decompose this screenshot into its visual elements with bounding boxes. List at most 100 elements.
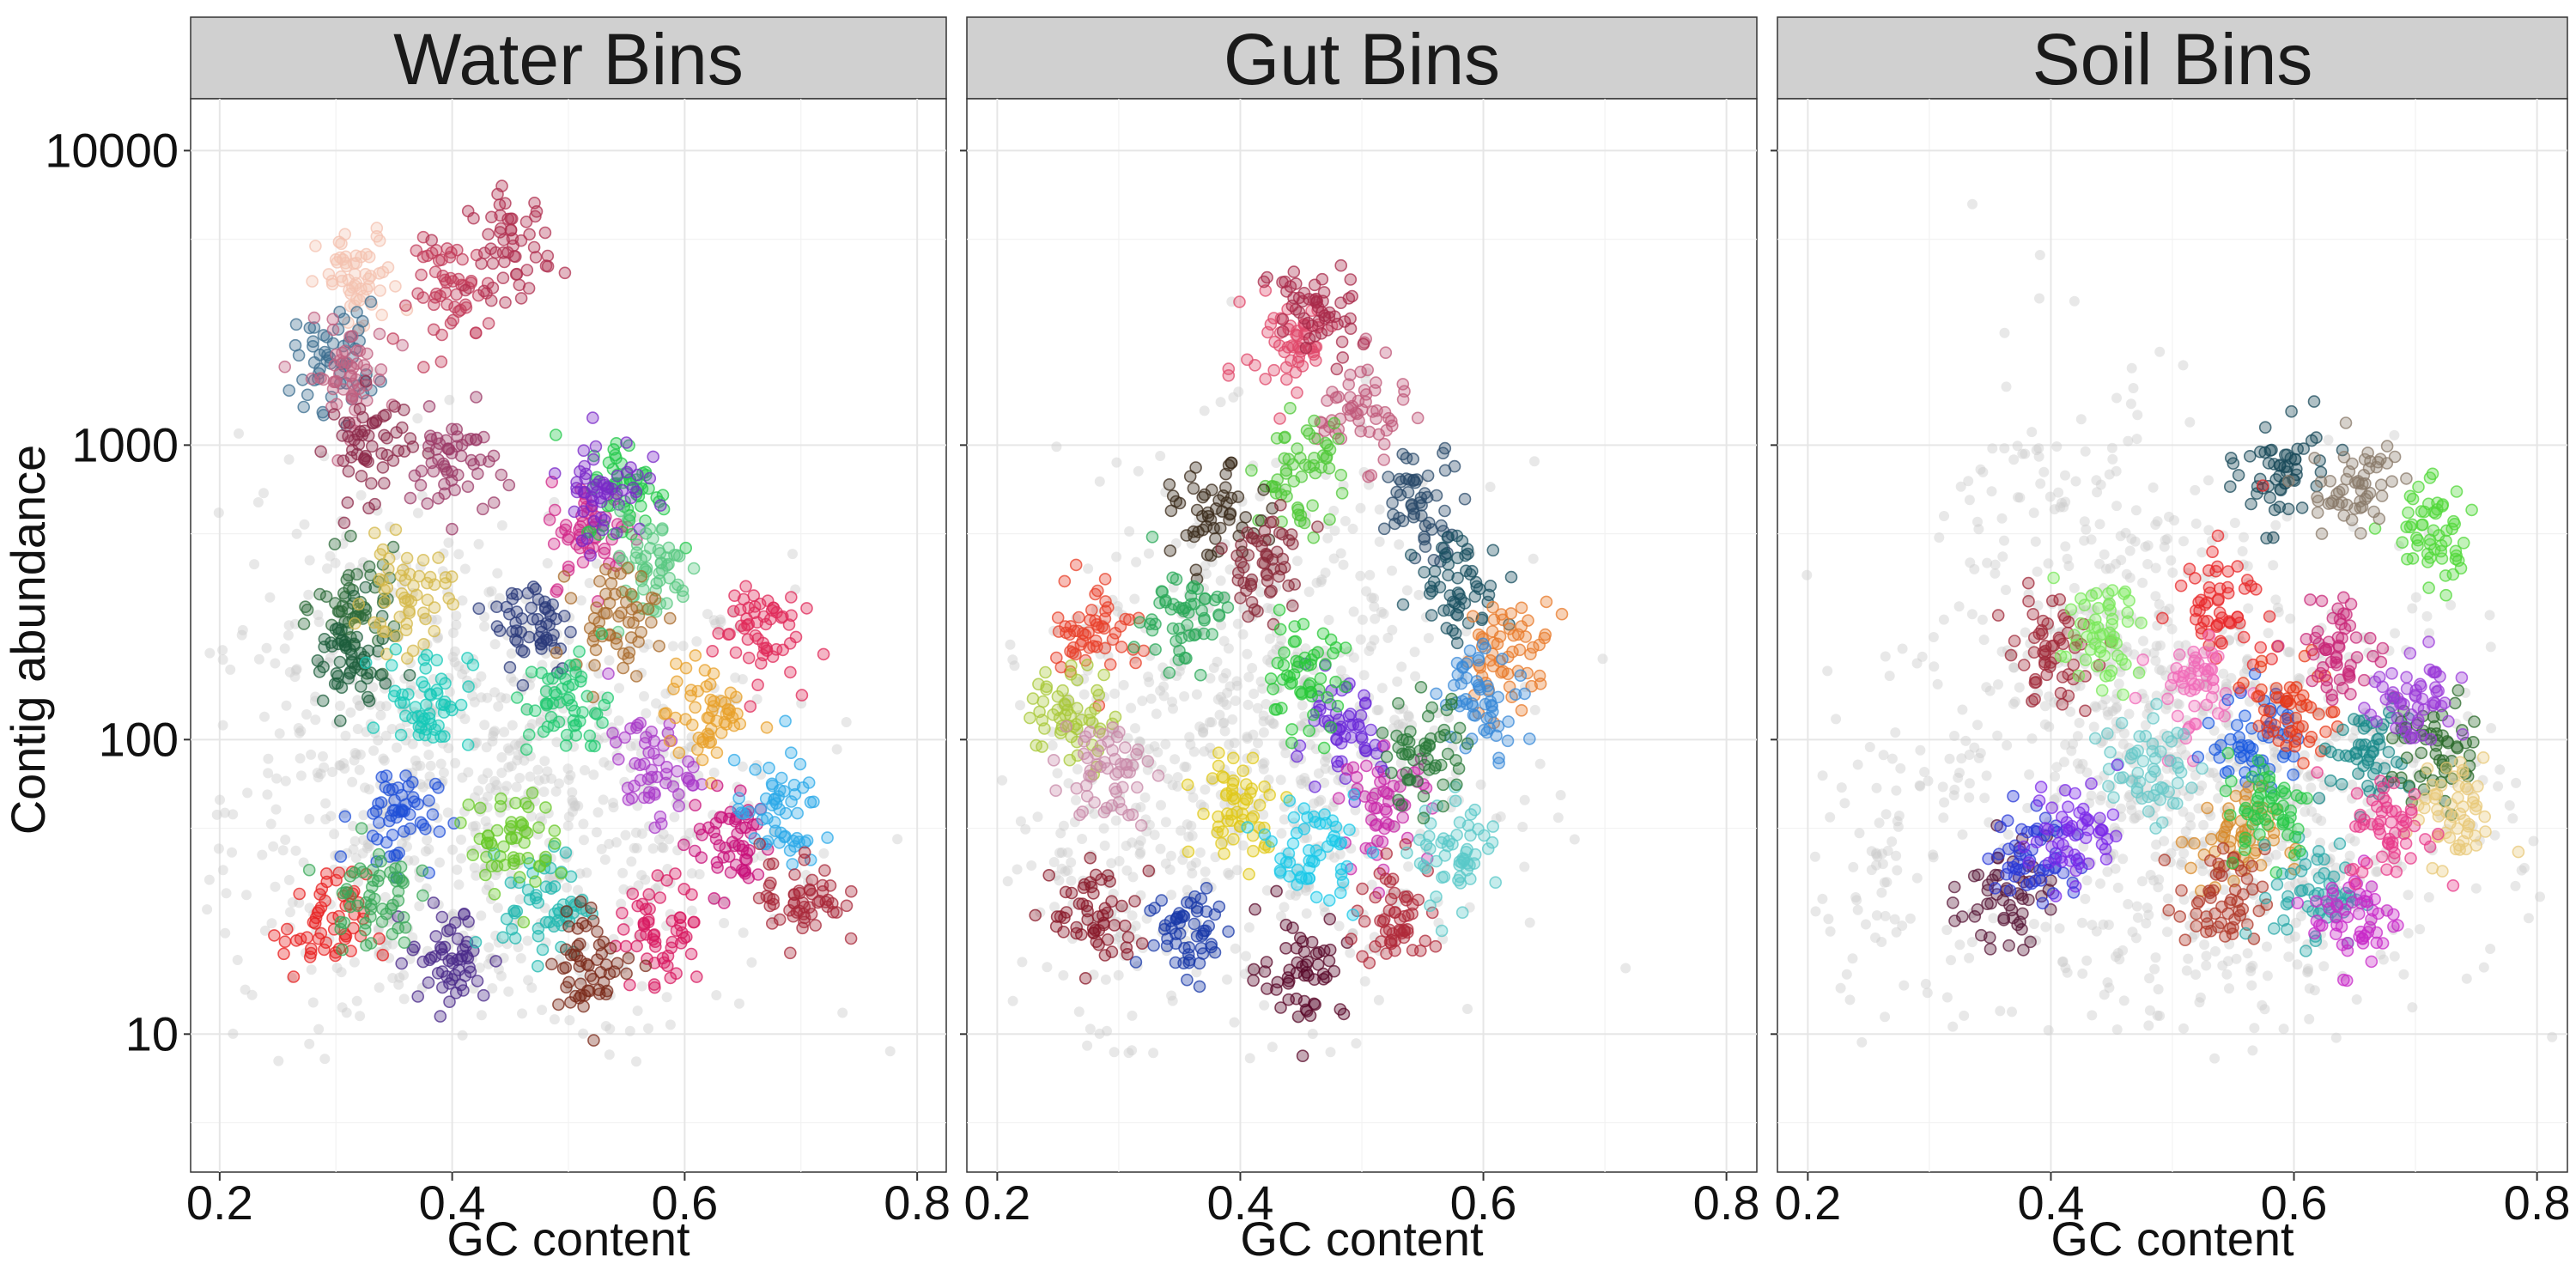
unbinned-contig-point [441, 930, 453, 940]
bin-6-contig-point [430, 431, 444, 445]
bin-21-contig-point [595, 627, 609, 641]
bin-2-contig-point [373, 327, 386, 341]
unbinned-contig-point [469, 696, 480, 708]
bin-5-contig-point [342, 465, 355, 478]
unbinned-contig-point [325, 652, 336, 663]
bin-30-contig-point [539, 801, 552, 814]
bin-7-contig-point [1524, 647, 1537, 661]
unbinned-contig-point [636, 981, 647, 992]
bin-15-contig-point [515, 612, 529, 625]
bin-24-contig-point [754, 657, 768, 670]
bin-5-contig-point [379, 408, 392, 422]
bin-12-contig-point [1133, 616, 1146, 629]
bin-9-contig-point [352, 598, 366, 611]
unbinned-contig-point [258, 488, 269, 499]
unbinned-contig-point [397, 838, 407, 849]
bin-8-contig-point [361, 690, 374, 704]
unbinned-contig-point [578, 1028, 589, 1039]
unbinned-contig-point [457, 595, 468, 606]
bin-20-contig-point [1412, 893, 1425, 907]
bin-22-contig-point [654, 817, 668, 830]
unbinned-contig-point [604, 655, 615, 666]
bin-5-contig-point [1393, 472, 1406, 486]
bin-19-contig-point [636, 582, 650, 596]
bin-0-contig-point [1249, 358, 1261, 372]
bin-2-contig-point [1344, 312, 1357, 325]
unbinned-contig-point [1555, 790, 1566, 800]
unbinned-contig-point [632, 1005, 643, 1017]
bin-23-contig-point [1295, 872, 1308, 885]
bin-3-contig-point [1284, 401, 1297, 415]
unbinned-contig-point [495, 692, 507, 703]
bin-0-contig-point [349, 292, 363, 306]
bin-5-contig-point [377, 477, 391, 490]
unbinned-contig-point [459, 714, 471, 725]
bin-7-contig-point [1515, 601, 1528, 615]
bin-1-contig-point [307, 321, 321, 334]
unbinned-contig-point [374, 701, 386, 712]
bin-10-contig-point [1081, 659, 1094, 671]
unbinned-contig-point [423, 823, 434, 835]
bin-23-contig-point [1334, 862, 1348, 876]
bin-1-contig-point [318, 345, 331, 359]
unbinned-contig-point [213, 507, 224, 519]
bin-23-contig-point [1274, 852, 1287, 866]
bin-24-contig-point [1437, 778, 1449, 792]
bin-8-contig-point [1485, 698, 1498, 712]
bin-13-contig-point [1288, 578, 1301, 591]
bin-19-contig-point [1299, 958, 1313, 971]
bin-6-contig-point [445, 474, 459, 487]
bin-4-contig-point [1173, 496, 1187, 510]
unbinned-contig-point [1127, 872, 1139, 883]
bin-22-contig-point [629, 756, 642, 770]
bin-2-contig-point [332, 368, 346, 380]
bin-10-contig-point [1047, 708, 1060, 721]
bin-18-contig-point [594, 511, 608, 525]
unbinned-contig-point [569, 801, 580, 812]
unbinned-contig-point [1831, 714, 1842, 725]
bin-2-contig-point [333, 354, 347, 368]
bin-19-contig-point [687, 562, 701, 575]
bin-11-contig-point [402, 780, 415, 793]
unbinned-contig-point [304, 813, 315, 824]
bin-3-contig-point [1323, 513, 1336, 526]
bin-12-contig-point [347, 921, 360, 935]
unbinned-contig-point [1348, 606, 1359, 617]
bin-5-contig-point [398, 445, 411, 458]
bin-21-contig-point [1128, 895, 1141, 908]
bin-30-contig-point [488, 888, 501, 901]
bin-1-contig-point [1355, 403, 1369, 416]
unbinned-contig-point [1111, 551, 1122, 562]
unbinned-contig-point [567, 795, 578, 805]
bin-26-contig-point [732, 802, 745, 816]
bin-4-contig-point [504, 223, 518, 236]
unbinned-contig-point [457, 1030, 468, 1041]
bin-5-contig-point [386, 454, 400, 467]
unbinned-contig-point [714, 624, 725, 635]
bin-13-contig-point [443, 995, 456, 1008]
bin-14-contig-point [532, 922, 545, 935]
unbinned-contig-point [1242, 733, 1253, 744]
unbinned-contig-point [1054, 875, 1065, 886]
unbinned-contig-point [393, 979, 404, 990]
bin-4-contig-point [489, 246, 502, 259]
bin-12-contig-point [1127, 641, 1140, 653]
bin-29-contig-point [564, 996, 577, 1009]
bin-21-contig-point [1092, 938, 1105, 951]
bin-10-contig-point [1059, 708, 1072, 722]
bin-9-contig-point [416, 553, 430, 567]
bin-18-contig-point [586, 411, 599, 424]
bin-17-contig-point [1247, 844, 1260, 858]
bin-22-contig-point [647, 747, 660, 760]
bin-8-contig-point [333, 655, 347, 669]
bin-3-contig-point [482, 317, 495, 330]
unbinned-contig-point [217, 645, 228, 656]
bin-2-contig-point [360, 379, 373, 392]
bin-20-contig-point [1393, 923, 1406, 937]
bin-24-contig-point [1392, 696, 1405, 710]
bin-22-contig-point [1435, 924, 1449, 938]
unbinned-contig-point [342, 848, 353, 859]
bin-10-contig-point [1024, 711, 1036, 725]
bin-2-contig-point [1287, 265, 1301, 278]
bin-23-contig-point [703, 677, 717, 691]
